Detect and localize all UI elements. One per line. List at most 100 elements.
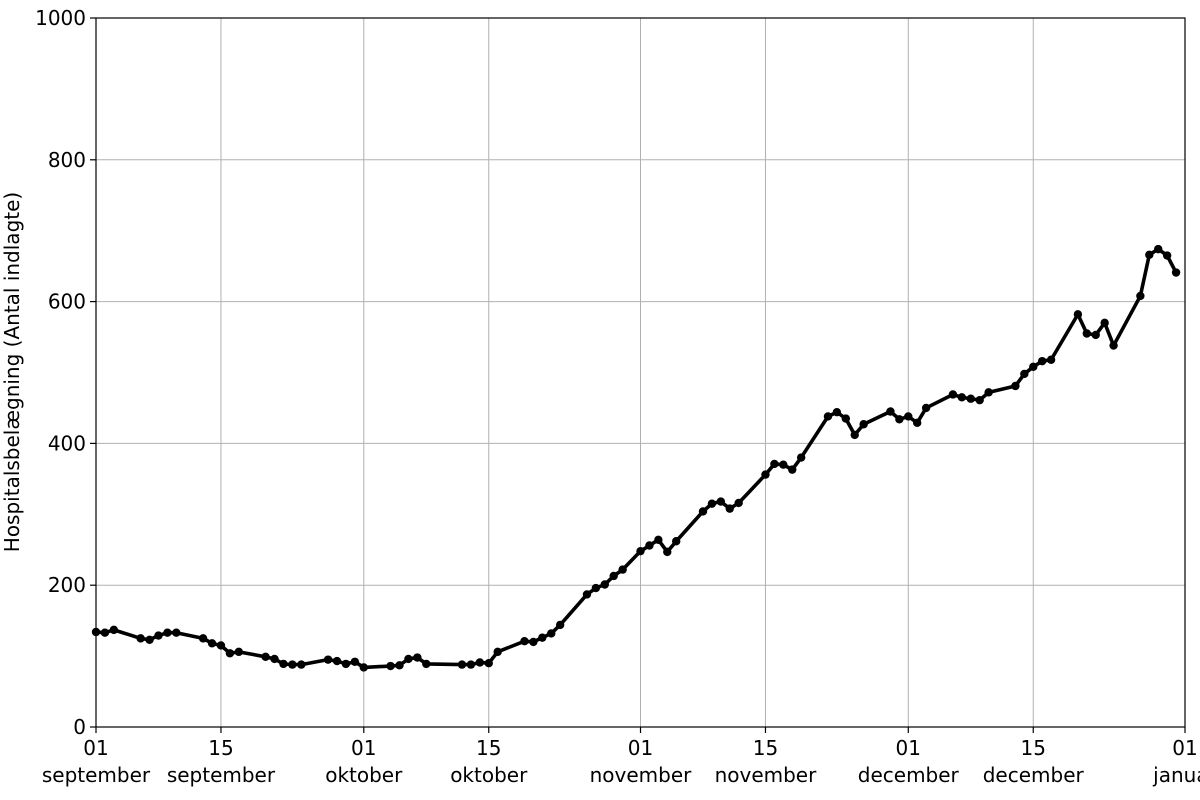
data-point <box>1154 244 1163 254</box>
data-point <box>832 408 842 417</box>
data-point <box>154 631 163 640</box>
series-layer <box>91 244 1181 672</box>
data-point <box>770 459 779 469</box>
y-tick-label: 400 <box>48 431 86 455</box>
data-point <box>457 660 467 669</box>
data-point <box>645 541 654 550</box>
data-point <box>841 414 851 423</box>
data-point <box>1136 291 1145 301</box>
data-point <box>886 407 895 416</box>
x-tick-day: 15 <box>1021 736 1046 760</box>
x-tick-label: 15 november <box>715 736 818 787</box>
data-point <box>788 465 797 474</box>
data-point <box>957 393 967 402</box>
data-point <box>270 654 279 664</box>
data-point <box>859 420 868 429</box>
data-point <box>341 659 351 669</box>
data-point <box>582 590 592 599</box>
data-point <box>288 660 297 669</box>
data-point <box>332 656 342 666</box>
data-point <box>547 629 556 638</box>
axes: 0 200 400 600 800 1000 01 september 15 september 0… <box>35 6 1200 787</box>
y-axis-title: Hospitalsbelægning (Antal indlagte) <box>0 192 24 552</box>
x-tick-label: 15 september <box>167 736 276 787</box>
data-point <box>1100 318 1109 328</box>
x-tick-day: 01 <box>1172 736 1197 760</box>
data-point <box>654 535 663 545</box>
data-point <box>823 412 833 421</box>
data-point <box>172 628 181 637</box>
data-point <box>725 504 734 513</box>
x-tick-label: 01 oktober <box>325 736 403 787</box>
x-tick-day: 01 <box>351 736 376 760</box>
data-point <box>466 660 476 669</box>
y-tick-label: 0 <box>73 715 86 739</box>
x-tick-month: oktober <box>325 763 403 787</box>
data-point <box>422 659 431 669</box>
data-point <box>475 658 485 667</box>
data-point <box>966 394 975 403</box>
y-tick-label: 800 <box>48 148 86 172</box>
data-point <box>163 628 172 637</box>
data-point <box>734 498 743 508</box>
data-point <box>323 655 333 664</box>
data-point <box>261 652 270 662</box>
data-point <box>672 537 681 546</box>
x-tick-month: januar <box>1152 763 1200 787</box>
x-tick-label: 01 november <box>590 736 693 787</box>
data-point <box>297 660 306 669</box>
y-tick-label: 600 <box>48 290 86 314</box>
data-point <box>1091 330 1100 340</box>
x-tick-label: 01 januar <box>1152 736 1200 787</box>
data-point <box>1109 341 1118 350</box>
data-point <box>404 654 413 664</box>
data-point <box>707 499 717 508</box>
x-tick-month: september <box>42 763 151 787</box>
x-tick-day: 15 <box>476 736 501 760</box>
data-point <box>975 395 984 405</box>
data-point <box>538 633 547 642</box>
data-point <box>1029 362 1038 372</box>
data-point <box>555 620 565 630</box>
x-tick-label: 15 oktober <box>450 736 528 787</box>
data-point <box>109 625 119 635</box>
x-tick-month: december <box>983 763 1085 787</box>
data-point <box>207 639 217 648</box>
x-tick-day: 15 <box>208 736 233 760</box>
data-point <box>1037 356 1047 366</box>
data-point <box>663 547 672 557</box>
data-point <box>716 497 726 506</box>
x-tick-label: 01 september <box>42 736 151 787</box>
data-point <box>350 657 360 666</box>
data-point <box>234 647 244 657</box>
x-tick-month: december <box>858 763 960 787</box>
x-tick-month: oktober <box>450 763 528 787</box>
data-point <box>395 661 404 670</box>
data-point <box>984 388 993 397</box>
y-tick-label: 200 <box>48 573 86 597</box>
data-point <box>609 571 618 581</box>
x-tick-day: 15 <box>753 736 778 760</box>
x-tick-day: 01 <box>83 736 108 760</box>
data-point <box>948 390 958 399</box>
data-point <box>1162 251 1172 260</box>
data-point <box>1020 369 1029 379</box>
data-point <box>225 649 235 658</box>
data-point <box>600 580 609 589</box>
data-point <box>529 637 538 647</box>
y-tick-label: 1000 <box>35 6 86 30</box>
data-point <box>921 403 931 413</box>
data-point <box>1011 381 1020 391</box>
data-point <box>484 658 493 668</box>
data-point <box>591 583 601 593</box>
data-point <box>100 628 110 637</box>
data-point <box>618 565 627 574</box>
data-point <box>359 663 368 672</box>
data-point <box>493 647 502 657</box>
data-point <box>895 415 904 424</box>
x-tick-month: november <box>590 763 693 787</box>
data-point <box>1073 310 1083 319</box>
data-point <box>386 661 395 671</box>
data-point <box>413 653 422 662</box>
x-tick-day: 01 <box>896 736 921 760</box>
